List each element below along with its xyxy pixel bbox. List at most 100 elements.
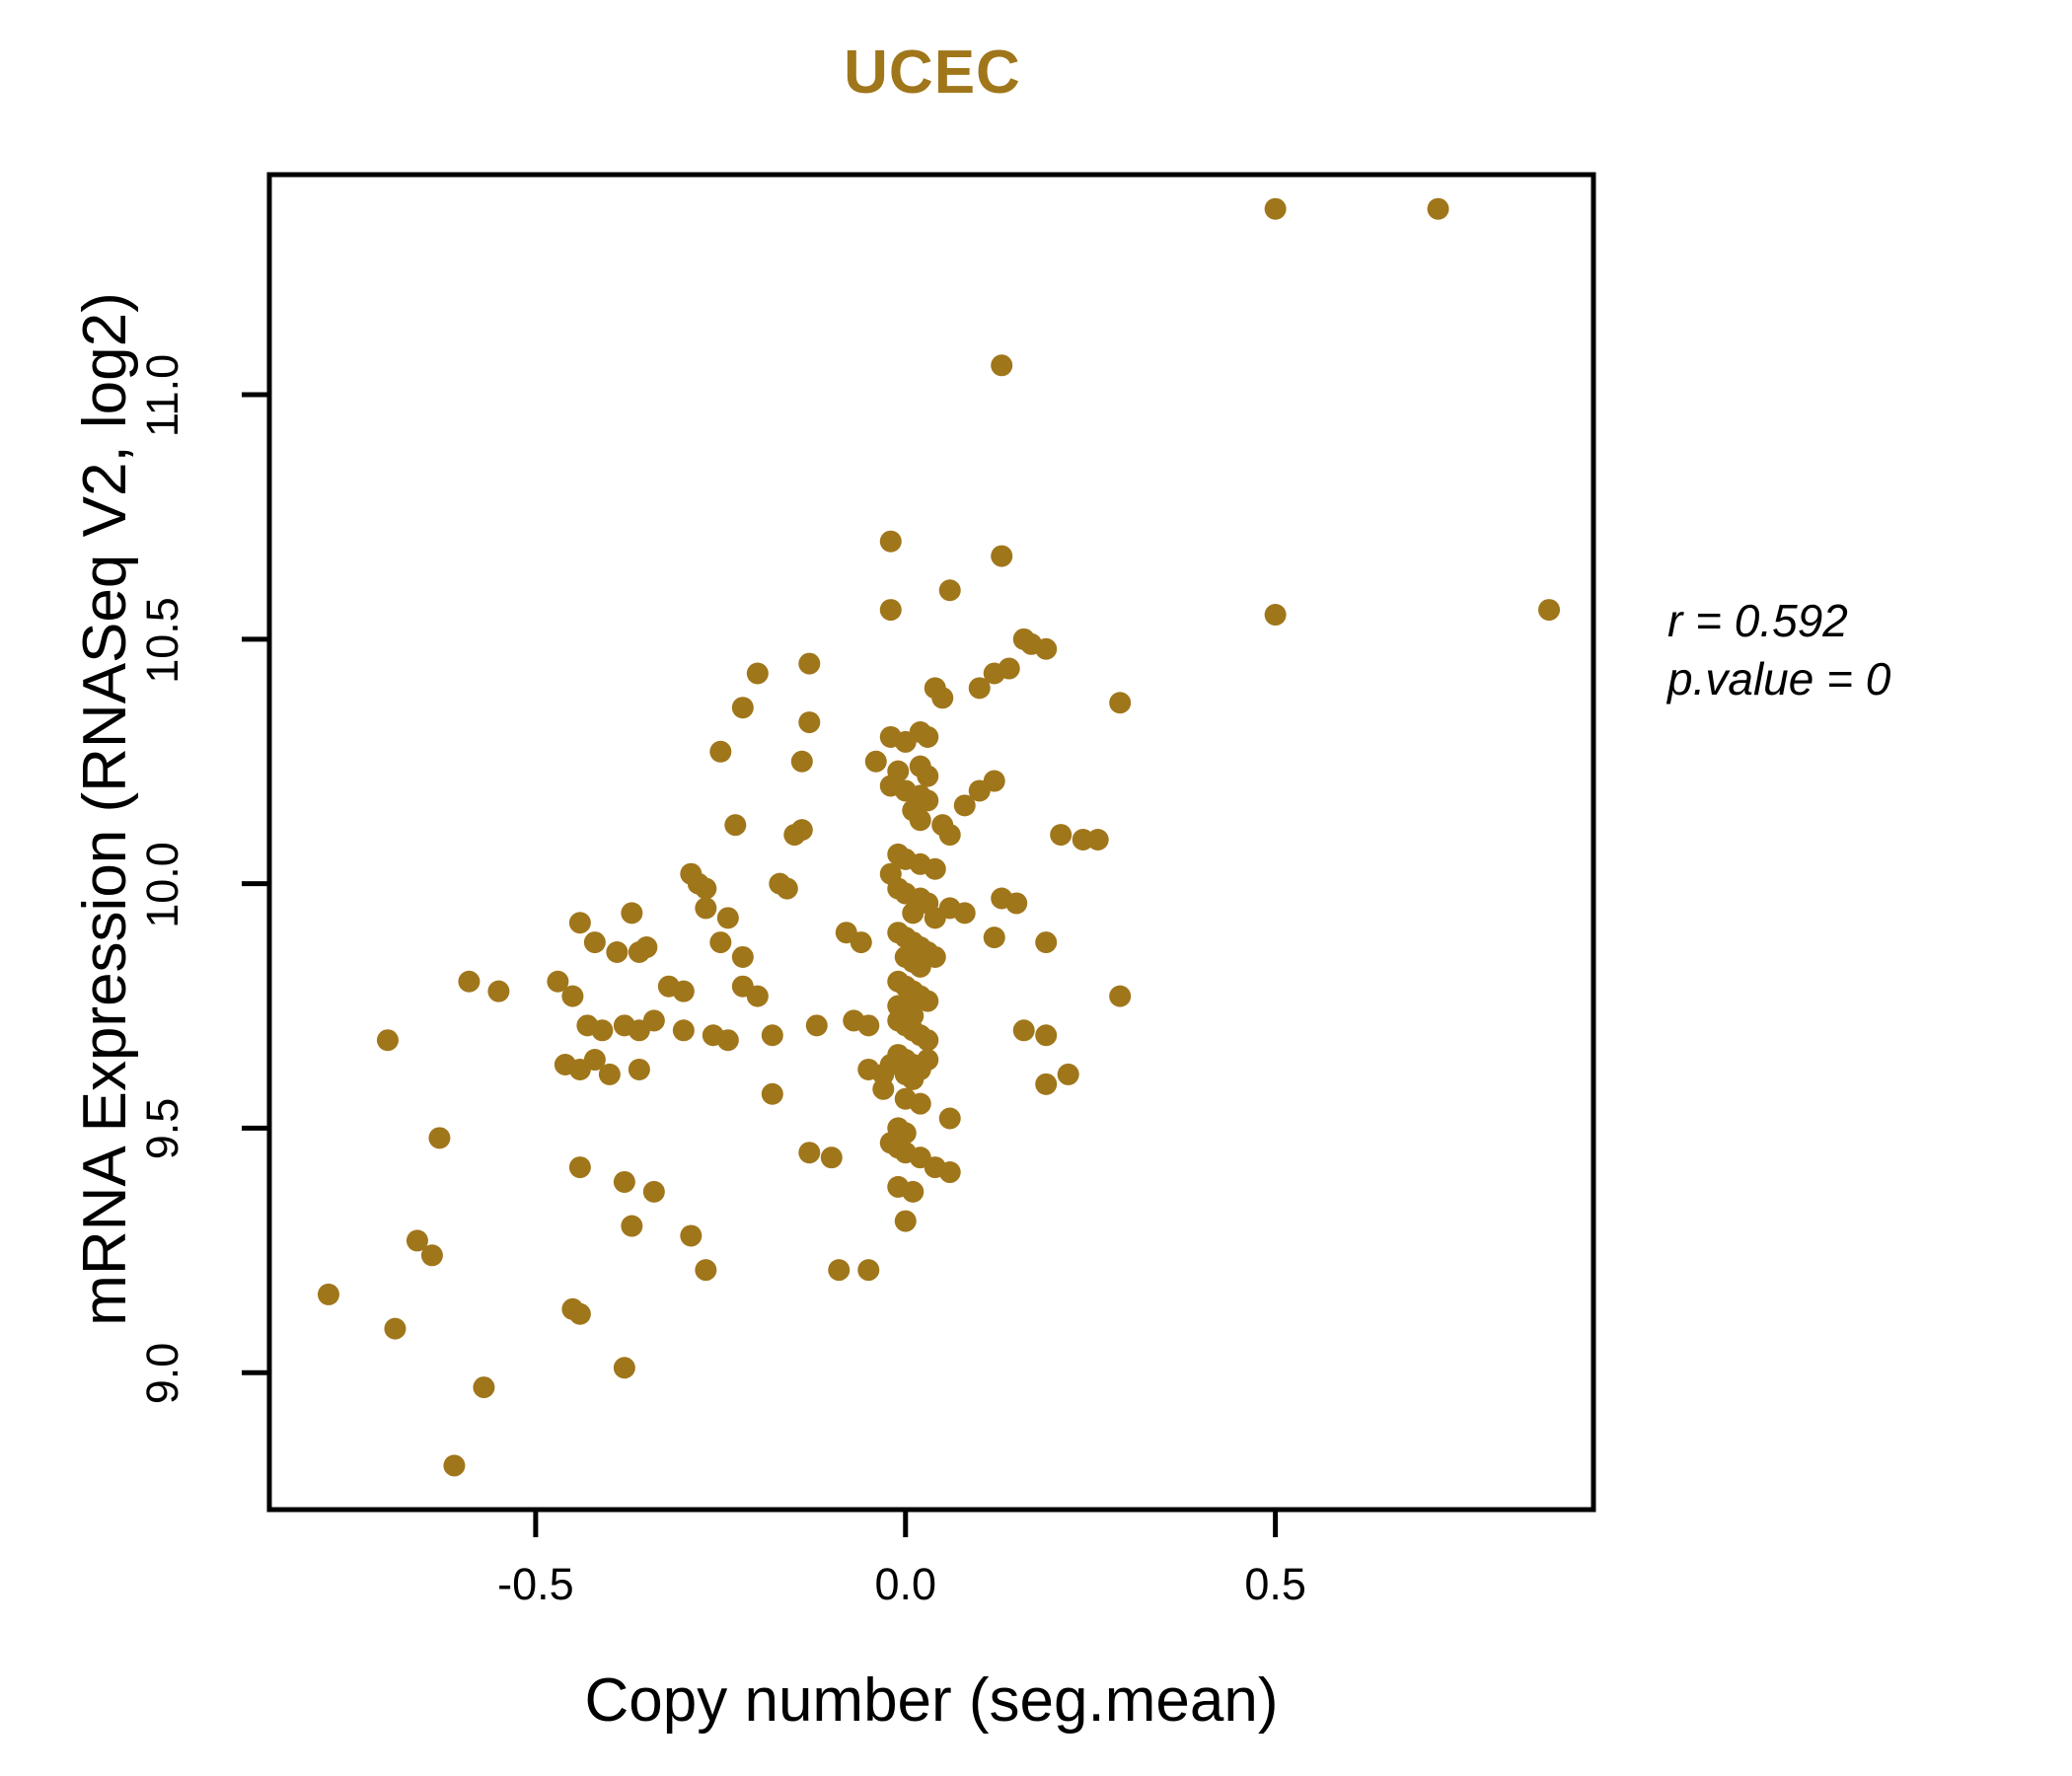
- data-point: [879, 599, 902, 622]
- data-point: [805, 1014, 828, 1037]
- data-point: [938, 1107, 961, 1130]
- data-point: [998, 657, 1020, 680]
- data-point: [909, 1147, 931, 1169]
- data-point: [458, 970, 481, 993]
- data-point: [547, 970, 569, 993]
- data-point: [628, 1058, 650, 1080]
- data-point: [716, 1029, 739, 1052]
- data-point: [731, 697, 754, 719]
- data-point: [568, 1302, 591, 1325]
- r-value-text: r = 0.592: [1667, 595, 1848, 646]
- data-point: [746, 985, 769, 1007]
- data-point: [1086, 829, 1109, 851]
- data-point: [709, 740, 732, 763]
- data-point: [924, 857, 946, 880]
- data-point: [1057, 1063, 1079, 1085]
- data-point: [938, 579, 961, 602]
- data-point: [968, 779, 991, 802]
- data-point: [968, 677, 991, 700]
- data-point: [790, 819, 813, 842]
- data-point: [1035, 637, 1058, 660]
- data-point: [938, 1161, 961, 1184]
- data-point: [776, 877, 798, 900]
- data-point: [857, 1014, 880, 1037]
- data-point: [991, 545, 1013, 567]
- plot-border: [266, 172, 1596, 1513]
- y-tick-label: 10.0: [137, 841, 187, 928]
- data-point: [879, 530, 902, 553]
- data-point: [820, 1147, 843, 1169]
- data-point: [902, 1068, 925, 1090]
- data-point: [917, 725, 939, 748]
- data-point: [406, 1229, 428, 1252]
- data-point: [695, 877, 717, 900]
- data-point: [695, 1259, 717, 1282]
- data-point: [672, 980, 695, 1002]
- data-point: [428, 1127, 451, 1149]
- data-point: [1012, 1019, 1035, 1042]
- correlation-annotation: r = 0.592 p.value = 0: [1667, 592, 1890, 708]
- data-point: [828, 1259, 851, 1282]
- data-point: [864, 750, 887, 773]
- data-point: [953, 794, 976, 817]
- data-point: [850, 931, 872, 954]
- data-point: [1012, 628, 1035, 650]
- data-point: [376, 1029, 399, 1052]
- data-point: [917, 1049, 939, 1072]
- data-point: [746, 662, 769, 685]
- data-point: [798, 652, 821, 675]
- data-point: [642, 1180, 665, 1203]
- data-point: [917, 765, 939, 787]
- data-point: [1109, 692, 1132, 714]
- data-point: [716, 907, 739, 929]
- data-point: [621, 1215, 643, 1237]
- data-point: [606, 941, 629, 964]
- data-point: [583, 931, 606, 954]
- data-point: [568, 912, 591, 934]
- data-point: [798, 1142, 821, 1164]
- data-point: [420, 1244, 443, 1267]
- data-point: [680, 1224, 703, 1247]
- data-point: [790, 750, 813, 773]
- data-point: [473, 1376, 495, 1399]
- data-point: [384, 1317, 407, 1340]
- data-point: [798, 711, 821, 734]
- x-tick-label: 0.0: [874, 1559, 937, 1609]
- y-tick-label: 11.0: [137, 353, 187, 438]
- data-point: [731, 945, 754, 968]
- data-point: [909, 1092, 931, 1115]
- data-point: [1035, 1024, 1058, 1047]
- y-axis-ticks: [242, 392, 269, 1375]
- data-point: [924, 945, 946, 968]
- data-point: [857, 1259, 880, 1282]
- data-point: [1050, 824, 1073, 847]
- data-point: [613, 1357, 635, 1379]
- data-point: [761, 1082, 783, 1105]
- data-point: [443, 1454, 466, 1477]
- data-point: [642, 1009, 665, 1032]
- data-point: [613, 1170, 635, 1193]
- data-point: [1035, 1073, 1058, 1095]
- data-point: [902, 1180, 925, 1203]
- data-point: [561, 985, 584, 1007]
- data-point: [924, 677, 946, 700]
- y-tick-label: 10.5: [137, 597, 187, 684]
- data-point: [917, 990, 939, 1012]
- data-point: [1035, 931, 1058, 954]
- data-points: [317, 197, 1561, 1477]
- data-point: [761, 1024, 783, 1047]
- data-point: [672, 1019, 695, 1042]
- x-tick-label: -0.5: [497, 1559, 574, 1609]
- data-point: [591, 1019, 614, 1042]
- data-point: [621, 902, 643, 925]
- data-point: [1264, 604, 1287, 627]
- data-point: [991, 354, 1013, 377]
- y-axis-title: mRNA Expression (RNASeq V2, log2): [71, 292, 139, 1326]
- data-point: [1538, 599, 1561, 622]
- y-tick-label: 9.5: [137, 1098, 187, 1160]
- data-point: [598, 1063, 621, 1085]
- page-title: UCEC: [844, 38, 1021, 107]
- data-point: [709, 931, 732, 954]
- x-axis-title: Copy number (seg.mean): [584, 1666, 1279, 1735]
